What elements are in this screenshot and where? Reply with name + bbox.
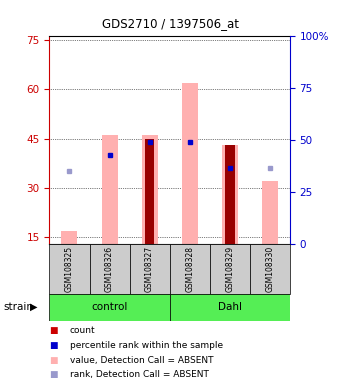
Text: GDS2710 / 1397506_at: GDS2710 / 1397506_at bbox=[102, 17, 239, 30]
Text: count: count bbox=[70, 326, 95, 335]
Text: Dahl: Dahl bbox=[218, 302, 242, 312]
Text: GSM108326: GSM108326 bbox=[105, 246, 114, 292]
Text: GSM108328: GSM108328 bbox=[185, 246, 194, 292]
Bar bbox=[250, 244, 290, 294]
Bar bbox=[222, 145, 238, 244]
Text: value, Detection Call = ABSENT: value, Detection Call = ABSENT bbox=[70, 356, 213, 364]
Bar bbox=[225, 145, 235, 244]
Bar bbox=[130, 244, 169, 294]
Bar bbox=[49, 294, 169, 321]
Bar bbox=[61, 231, 77, 244]
Text: GSM108330: GSM108330 bbox=[265, 246, 274, 292]
Bar bbox=[145, 139, 154, 244]
Bar bbox=[89, 244, 130, 294]
Bar bbox=[182, 83, 198, 244]
Text: ■: ■ bbox=[49, 356, 58, 364]
Text: GSM108325: GSM108325 bbox=[65, 246, 74, 292]
Text: rank, Detection Call = ABSENT: rank, Detection Call = ABSENT bbox=[70, 370, 209, 379]
Text: ▶: ▶ bbox=[30, 302, 38, 312]
Bar bbox=[142, 135, 158, 244]
Bar bbox=[49, 244, 89, 294]
Bar bbox=[210, 244, 250, 294]
Text: control: control bbox=[91, 302, 128, 312]
Text: ■: ■ bbox=[49, 326, 58, 335]
Text: percentile rank within the sample: percentile rank within the sample bbox=[70, 341, 223, 350]
Text: GSM108329: GSM108329 bbox=[225, 246, 234, 292]
Bar bbox=[102, 135, 118, 244]
Text: ■: ■ bbox=[49, 370, 58, 379]
Bar bbox=[262, 181, 278, 244]
Bar bbox=[169, 294, 290, 321]
Text: strain: strain bbox=[3, 302, 33, 312]
Text: GSM108327: GSM108327 bbox=[145, 246, 154, 292]
Text: ■: ■ bbox=[49, 341, 58, 350]
Bar bbox=[169, 244, 210, 294]
